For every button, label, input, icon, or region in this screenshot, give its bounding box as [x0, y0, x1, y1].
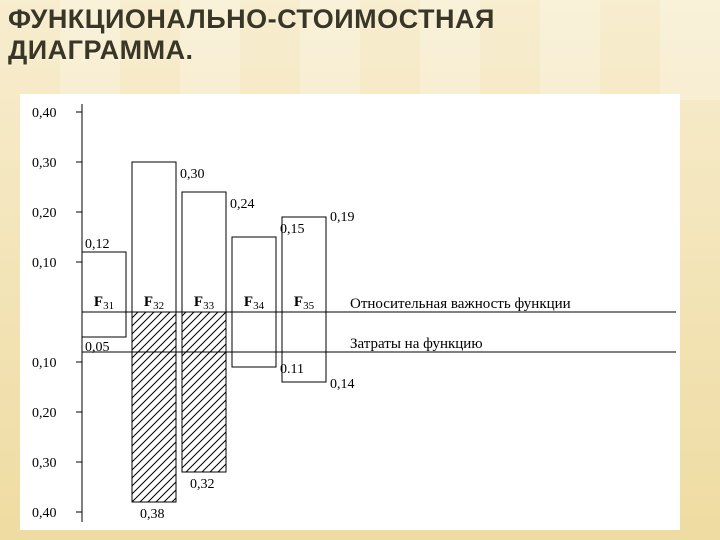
y-tick-lower: 0,30: [32, 456, 57, 471]
y-tick-lower: 0,10: [32, 356, 57, 371]
y-tick-upper: 0,20: [32, 206, 57, 221]
bar-lower: [232, 312, 276, 367]
bar-value-upper: 0,19: [330, 210, 355, 225]
bar-value-upper: 0,15: [280, 222, 305, 237]
legend-lower: Затраты на функцию: [350, 336, 483, 352]
bar-value-lower: 0.11: [280, 362, 304, 377]
legend-upper: Относительная важность функции: [350, 296, 571, 312]
y-tick-upper: 0,30: [32, 156, 57, 171]
bar-lower: [182, 312, 226, 472]
chart-svg: 0,100,200,300,400,100,200,300,40F31F32F3…: [20, 94, 680, 530]
bar-value-lower: 0,38: [140, 507, 165, 522]
chart-panel: 0,100,200,300,400,100,200,300,40F31F32F3…: [20, 94, 680, 530]
bar-upper: [182, 192, 226, 312]
bar-value-upper: 0,30: [180, 167, 205, 182]
bar-value-lower: 0,05: [85, 340, 110, 355]
slide-title: ФУНКЦИОНАЛЬНО-СТОИМОСТНАЯ ДИАГРАММА.: [8, 4, 712, 66]
title-line-2: ДИАГРАММА.: [8, 35, 712, 66]
bar-lower: [132, 312, 176, 502]
bar-value-upper: 0,24: [230, 197, 255, 212]
bar-value-lower: 0,32: [190, 477, 215, 492]
title-line-1: ФУНКЦИОНАЛЬНО-СТОИМОСТНАЯ: [8, 4, 712, 35]
y-tick-upper: 0,10: [32, 256, 57, 271]
bar-value-lower: 0,14: [330, 377, 355, 392]
bar-value-upper: 0,12: [85, 237, 110, 252]
bar-lower: [82, 312, 126, 337]
y-tick-lower: 0,40: [32, 506, 57, 521]
y-tick-lower: 0,20: [32, 406, 57, 421]
bar-upper: [132, 162, 176, 312]
y-tick-upper: 0,40: [32, 106, 57, 121]
